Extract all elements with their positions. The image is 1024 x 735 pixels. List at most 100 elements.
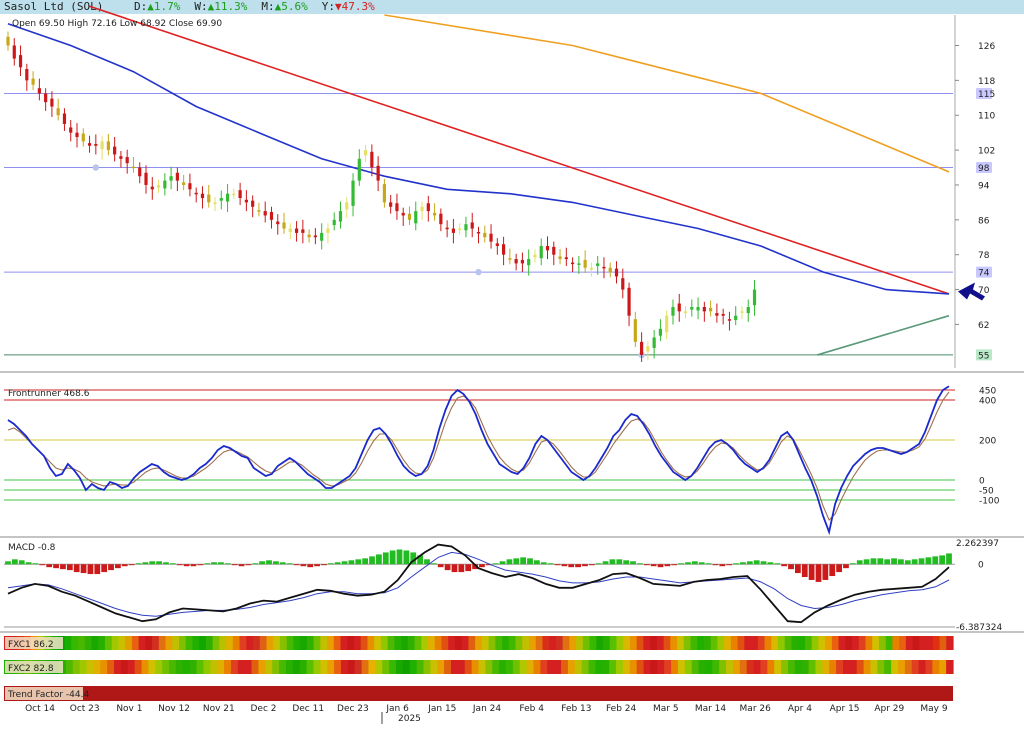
candle-body (276, 221, 280, 225)
fxc-cell (911, 660, 920, 674)
fxc-cell (562, 636, 570, 650)
macd-histogram-bar (733, 563, 739, 565)
perf-value: ▲5.6% (274, 0, 308, 13)
fxc-cell (340, 636, 348, 650)
candle-body (445, 227, 449, 230)
fxc-panel: FXC1 86.2 FXC2 82.8 (4, 636, 954, 674)
macd-histogram-bar (135, 563, 142, 565)
year-label: 2025 (398, 714, 421, 724)
fxc-cell (340, 660, 349, 674)
candle-body (458, 228, 462, 231)
fxc-cell (118, 636, 126, 650)
candle-body (514, 259, 518, 264)
candle-body (414, 211, 418, 224)
macd-histogram-bar (286, 563, 293, 565)
fxc-cell (636, 636, 644, 650)
fxc-cell (226, 636, 234, 650)
fxc-cell (353, 636, 362, 650)
macd-histogram-bar (664, 564, 671, 567)
frontrunner-tick-label: 200 (979, 437, 996, 447)
fxc-cell (230, 660, 239, 674)
candle-body (696, 306, 700, 311)
fxc-cell (791, 636, 799, 650)
macd-histogram-bar (149, 561, 156, 565)
perf-label: D: (133, 0, 148, 13)
fxc-cell (865, 636, 873, 650)
perf-value: ▼47.3% (334, 0, 375, 13)
macd-histogram-bar (588, 564, 595, 566)
perf-value: ▲1.7% (147, 0, 181, 13)
macd-histogram-bar (856, 560, 863, 565)
macd-histogram-bar (884, 559, 891, 565)
fxc-cell (334, 660, 342, 674)
price-tick-label: 62 (978, 321, 989, 331)
candle-body (144, 172, 148, 185)
x-axis-label: Mar 5 (653, 704, 679, 714)
fxc-cell (771, 636, 779, 650)
x-axis-label: Mar 26 (740, 704, 772, 714)
x-axis-label: Dec 11 (292, 704, 324, 714)
macd-histogram-bar (18, 560, 25, 565)
fxc-cell (905, 636, 914, 650)
fxc-cell (730, 636, 739, 650)
macd-histogram-bar (712, 564, 719, 566)
fxc-cell (444, 660, 452, 674)
fxc-cell (892, 636, 900, 650)
macd-histogram-bar (637, 563, 643, 565)
candle-body (18, 55, 23, 68)
performance-summary: D:▲1.7% W:▲11.3% M:▲5.6% Y:▼47.3% (110, 0, 375, 14)
candle-body (652, 337, 656, 348)
macd-histogram-bar (451, 564, 458, 573)
macd-histogram-bar (561, 564, 568, 567)
candle-body (658, 328, 663, 336)
macd-histogram-bar (540, 562, 547, 565)
candle-body (552, 246, 556, 255)
fxc-cell (72, 660, 81, 674)
macd-histogram-bar (671, 564, 678, 566)
macd-histogram-bar (698, 562, 705, 565)
fxc-cell (897, 660, 906, 674)
candle-body (12, 45, 16, 59)
fxc-label-bg (5, 637, 63, 649)
macd-histogram-bar (66, 564, 73, 571)
macd-histogram-bar (719, 564, 726, 567)
fxc-cell (158, 636, 167, 650)
fxc-cell (542, 636, 550, 650)
fxc-cell (145, 636, 153, 650)
level-label-bg (976, 266, 992, 278)
candle-body (432, 212, 437, 216)
fxc-cell (182, 660, 191, 674)
macd-histogram-bar (630, 561, 636, 565)
fxc-cell (946, 636, 954, 650)
candle-body (501, 244, 506, 255)
fxc-cell (259, 636, 268, 650)
candle-body (232, 193, 236, 196)
fxc-cell (595, 660, 603, 674)
fxc-cell (414, 636, 422, 650)
fxc-cell (726, 660, 734, 674)
macd-histogram-bar (314, 564, 320, 567)
x-axis-label: May 9 (920, 704, 947, 714)
candle-body (219, 198, 223, 201)
fxc-cell (787, 660, 796, 674)
fxc-cell (774, 660, 782, 674)
macd-histogram-bar (245, 564, 252, 566)
macd-histogram-bar (829, 564, 836, 577)
fxc-cell (753, 660, 762, 674)
fxc-cell (172, 636, 180, 650)
price-tick-label: 102 (978, 147, 995, 157)
fxc-cell (677, 660, 686, 674)
macd-histogram-bar (527, 558, 533, 565)
fxc-cell (347, 636, 355, 650)
macd-histogram-bar (211, 562, 217, 565)
fxc-cell (670, 636, 678, 650)
price-tick-label: 94 (978, 181, 990, 191)
candle-body (282, 222, 286, 229)
candle-body (31, 78, 35, 85)
fxc-cell (478, 660, 486, 674)
fxc-cell (407, 636, 416, 650)
fxc-cell (588, 660, 597, 674)
fxc-cell (825, 636, 833, 650)
candle-body (294, 228, 299, 233)
